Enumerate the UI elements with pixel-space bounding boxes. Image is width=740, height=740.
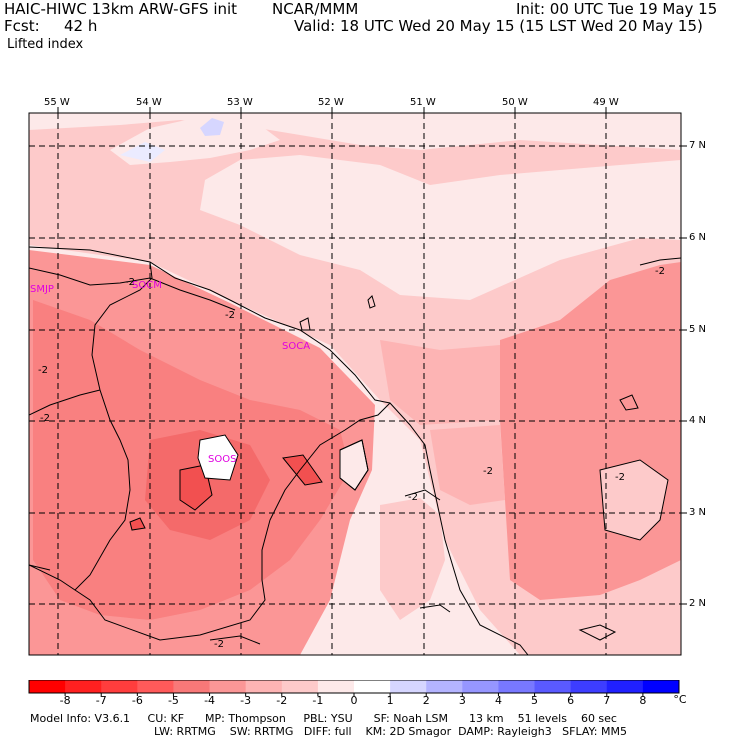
colorbar-swatch <box>317 680 355 693</box>
colorbar-label: -7 <box>95 694 107 707</box>
coastline <box>29 246 529 655</box>
lat-ticks <box>681 145 687 605</box>
colorbar-label: 1 <box>386 694 394 707</box>
lat-label: 2 N <box>689 598 707 609</box>
colorbar-label: -2 <box>276 694 288 707</box>
contour-label: -2 <box>483 466 493 477</box>
colorbar-swatch <box>534 680 572 693</box>
colorbar-swatch <box>281 680 319 693</box>
lon-label: 53 W <box>227 97 253 108</box>
lon-ticks <box>57 107 607 113</box>
colorbar-unit: °C <box>673 693 687 706</box>
colorbar-swatch <box>426 680 463 693</box>
field-name: Lifted index <box>7 37 84 52</box>
colorbar-label: 6 <box>567 694 575 707</box>
model-title: HAIC-HIWC 13km ARW-GFS init <box>4 0 238 18</box>
contour-band <box>380 340 500 425</box>
contour-band <box>120 142 165 162</box>
colorbar-label: -4 <box>204 694 216 707</box>
lat-label: 3 N <box>689 507 707 518</box>
contour-band <box>430 425 505 505</box>
contour-band <box>29 113 681 150</box>
colorbar-swatch <box>29 680 66 693</box>
colorbar-label: 8 <box>639 694 647 707</box>
lon-label: 51 W <box>410 97 436 108</box>
colorbar-swatch <box>606 680 644 693</box>
contour-label: -2 <box>125 277 135 288</box>
colorbar-label: 0 <box>350 694 358 707</box>
colorbar-swatch <box>101 680 138 693</box>
contour-label: -2 <box>225 310 235 321</box>
colorbar-label: 5 <box>531 694 539 707</box>
station-label: SOCA <box>282 341 310 352</box>
contour-label: -2 <box>615 472 625 483</box>
colorbar-label: 4 <box>494 694 502 707</box>
map-frame <box>28 112 682 656</box>
lon-label: 50 W <box>502 97 528 108</box>
colorbar-swatch <box>209 680 247 693</box>
contour-lines <box>29 257 681 645</box>
station-label: SMJP <box>30 284 54 295</box>
colorbar-swatch <box>498 680 536 693</box>
contour-band <box>197 434 239 481</box>
colorbar-label: -1 <box>312 694 324 707</box>
contour-band <box>599 459 669 541</box>
colorbar-swatch <box>137 680 174 693</box>
contour-label: -2 <box>38 365 48 376</box>
model-info-line1: Model Info: V3.6.1 CU: KF MP: Thompson P… <box>30 712 617 725</box>
colorbar-label: -3 <box>240 694 252 707</box>
contour-band <box>380 498 445 620</box>
station-label: SOCM <box>132 280 162 291</box>
lat-label: 4 N <box>689 415 707 426</box>
colorbar-label: 7 <box>603 694 611 707</box>
org-label: NCAR/MMM <box>272 0 359 18</box>
valid-time: Valid: 18 UTC Wed 20 May 15 (15 LST Wed … <box>294 17 703 35</box>
colorbar-swatch <box>642 680 680 693</box>
colorbar-swatch <box>173 680 211 693</box>
colorbar-label: 3 <box>458 694 466 707</box>
contour-label: -2 <box>655 266 665 277</box>
lat-label: 5 N <box>689 324 707 335</box>
colorbar-swatch <box>570 680 608 693</box>
colorbar-label: -8 <box>59 694 71 707</box>
colorbar-swatch <box>245 680 283 693</box>
colorbar-swatch <box>354 680 391 693</box>
colorbar-swatch <box>390 680 427 693</box>
lon-label: 55 W <box>44 97 70 108</box>
forecast-label: Fcst: <box>4 17 40 35</box>
contour-label: -2 <box>408 492 418 503</box>
contour-label: -2 <box>40 413 50 424</box>
init-time: Init: 00 UTC Tue 19 May 15 <box>516 0 718 18</box>
forecast-hour: 42 h <box>64 17 98 35</box>
lon-label: 49 W <box>593 97 619 108</box>
lat-label: 7 N <box>689 140 707 151</box>
station-label: SOOS <box>208 454 236 465</box>
colorbar-label: 2 <box>422 694 430 707</box>
contour-label: -2 <box>214 639 224 650</box>
lifted-index-field <box>29 113 681 655</box>
colorbar-label: -5 <box>167 694 179 707</box>
model-info-line2: LW: RRTMG SW: RRTMG DIFF: full KM: 2D Sm… <box>154 725 627 738</box>
lat-label: 6 N <box>689 232 707 243</box>
colorbar-swatch <box>65 680 102 693</box>
lon-label: 52 W <box>318 97 344 108</box>
contour-band <box>200 118 224 136</box>
colorbar <box>28 680 680 696</box>
contour-band <box>129 517 146 531</box>
contour-band <box>282 454 323 486</box>
graticule <box>29 113 681 655</box>
colorbar-swatch <box>462 680 499 693</box>
colorbar-label: -6 <box>131 694 143 707</box>
lon-label: 54 W <box>136 97 162 108</box>
